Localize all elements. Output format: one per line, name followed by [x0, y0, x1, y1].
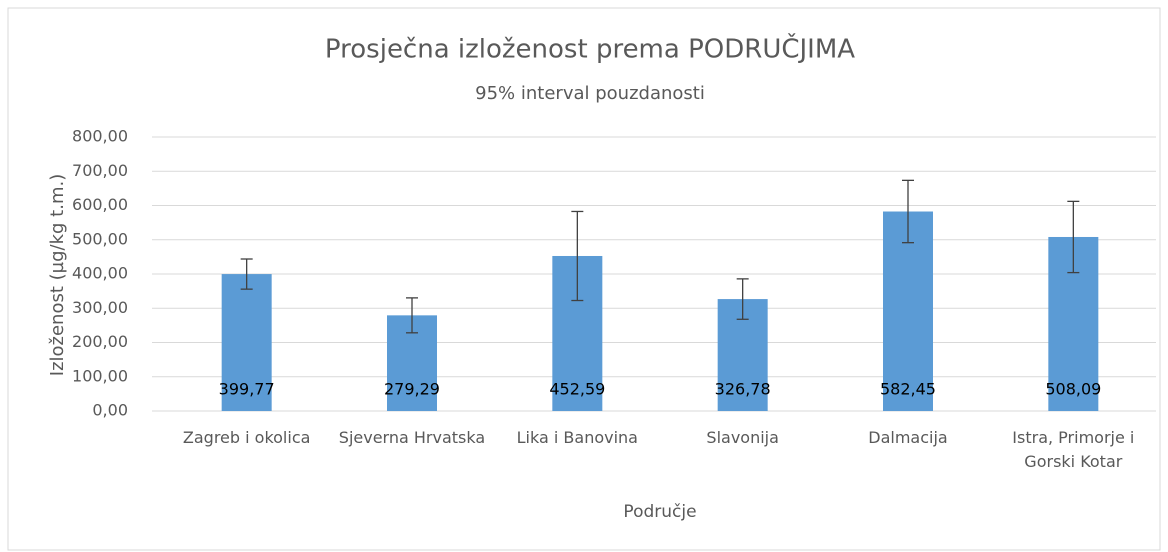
error-bar: [902, 179, 914, 244]
error-bar: [1067, 200, 1080, 274]
y-tick-label: 200,00: [72, 332, 128, 351]
error-bar: [240, 258, 253, 290]
error-bar: [406, 297, 418, 334]
data-label: 399,77: [219, 380, 275, 399]
x-tick-label: Istra, Primorje i Gorski Kotar: [1012, 428, 1135, 471]
data-label: 582,45: [880, 380, 936, 399]
x-tick-label: Slavonija: [706, 428, 779, 447]
y-tick-label: 300,00: [72, 298, 128, 317]
x-axis-label: Područje: [623, 502, 696, 522]
y-tick-label: 0,00: [92, 401, 128, 420]
bar: [883, 211, 933, 411]
x-tick-label-box: Lika i Banovina: [516, 428, 638, 447]
error-bar: [736, 278, 749, 320]
y-tick-label: 600,00: [72, 195, 128, 214]
x-tick-label-box: Istra, Primorje i Gorski Kotar: [1012, 428, 1135, 471]
data-label: 326,78: [715, 380, 771, 399]
y-tick-label: 800,00: [72, 127, 128, 146]
y-tick-label: 400,00: [72, 264, 128, 283]
y-tick-label: 100,00: [72, 366, 128, 385]
chart-title: Prosječna izloženost prema PODRUČJIMA: [325, 33, 855, 65]
data-label: 508,09: [1045, 380, 1101, 399]
x-tick-label-box: Zagreb i okolica: [182, 428, 311, 447]
error-bar: [571, 210, 584, 302]
bar: [221, 274, 272, 411]
chart-subtitle: 95% interval pouzdanosti: [475, 83, 705, 104]
x-tick-label: Lika i Banovina: [516, 428, 638, 447]
x-tick-label: Dalmacija: [868, 428, 948, 447]
x-tick-label-box: Slavonija: [706, 428, 779, 447]
data-label: 452,59: [549, 380, 605, 399]
y-tick-label: 700,00: [72, 161, 128, 180]
data-label: 279,29: [384, 380, 440, 399]
y-axis-label: Izloženost (µg/kg t.m.): [47, 174, 68, 376]
y-tick-label: 500,00: [72, 229, 128, 248]
x-tick-label: Zagreb i okolica: [182, 428, 311, 447]
x-tick-label: Sjeverna Hrvatska: [338, 428, 486, 447]
x-tick-label-box: Sjeverna Hrvatska: [338, 428, 486, 447]
x-tick-label-box: Dalmacija: [868, 428, 948, 447]
